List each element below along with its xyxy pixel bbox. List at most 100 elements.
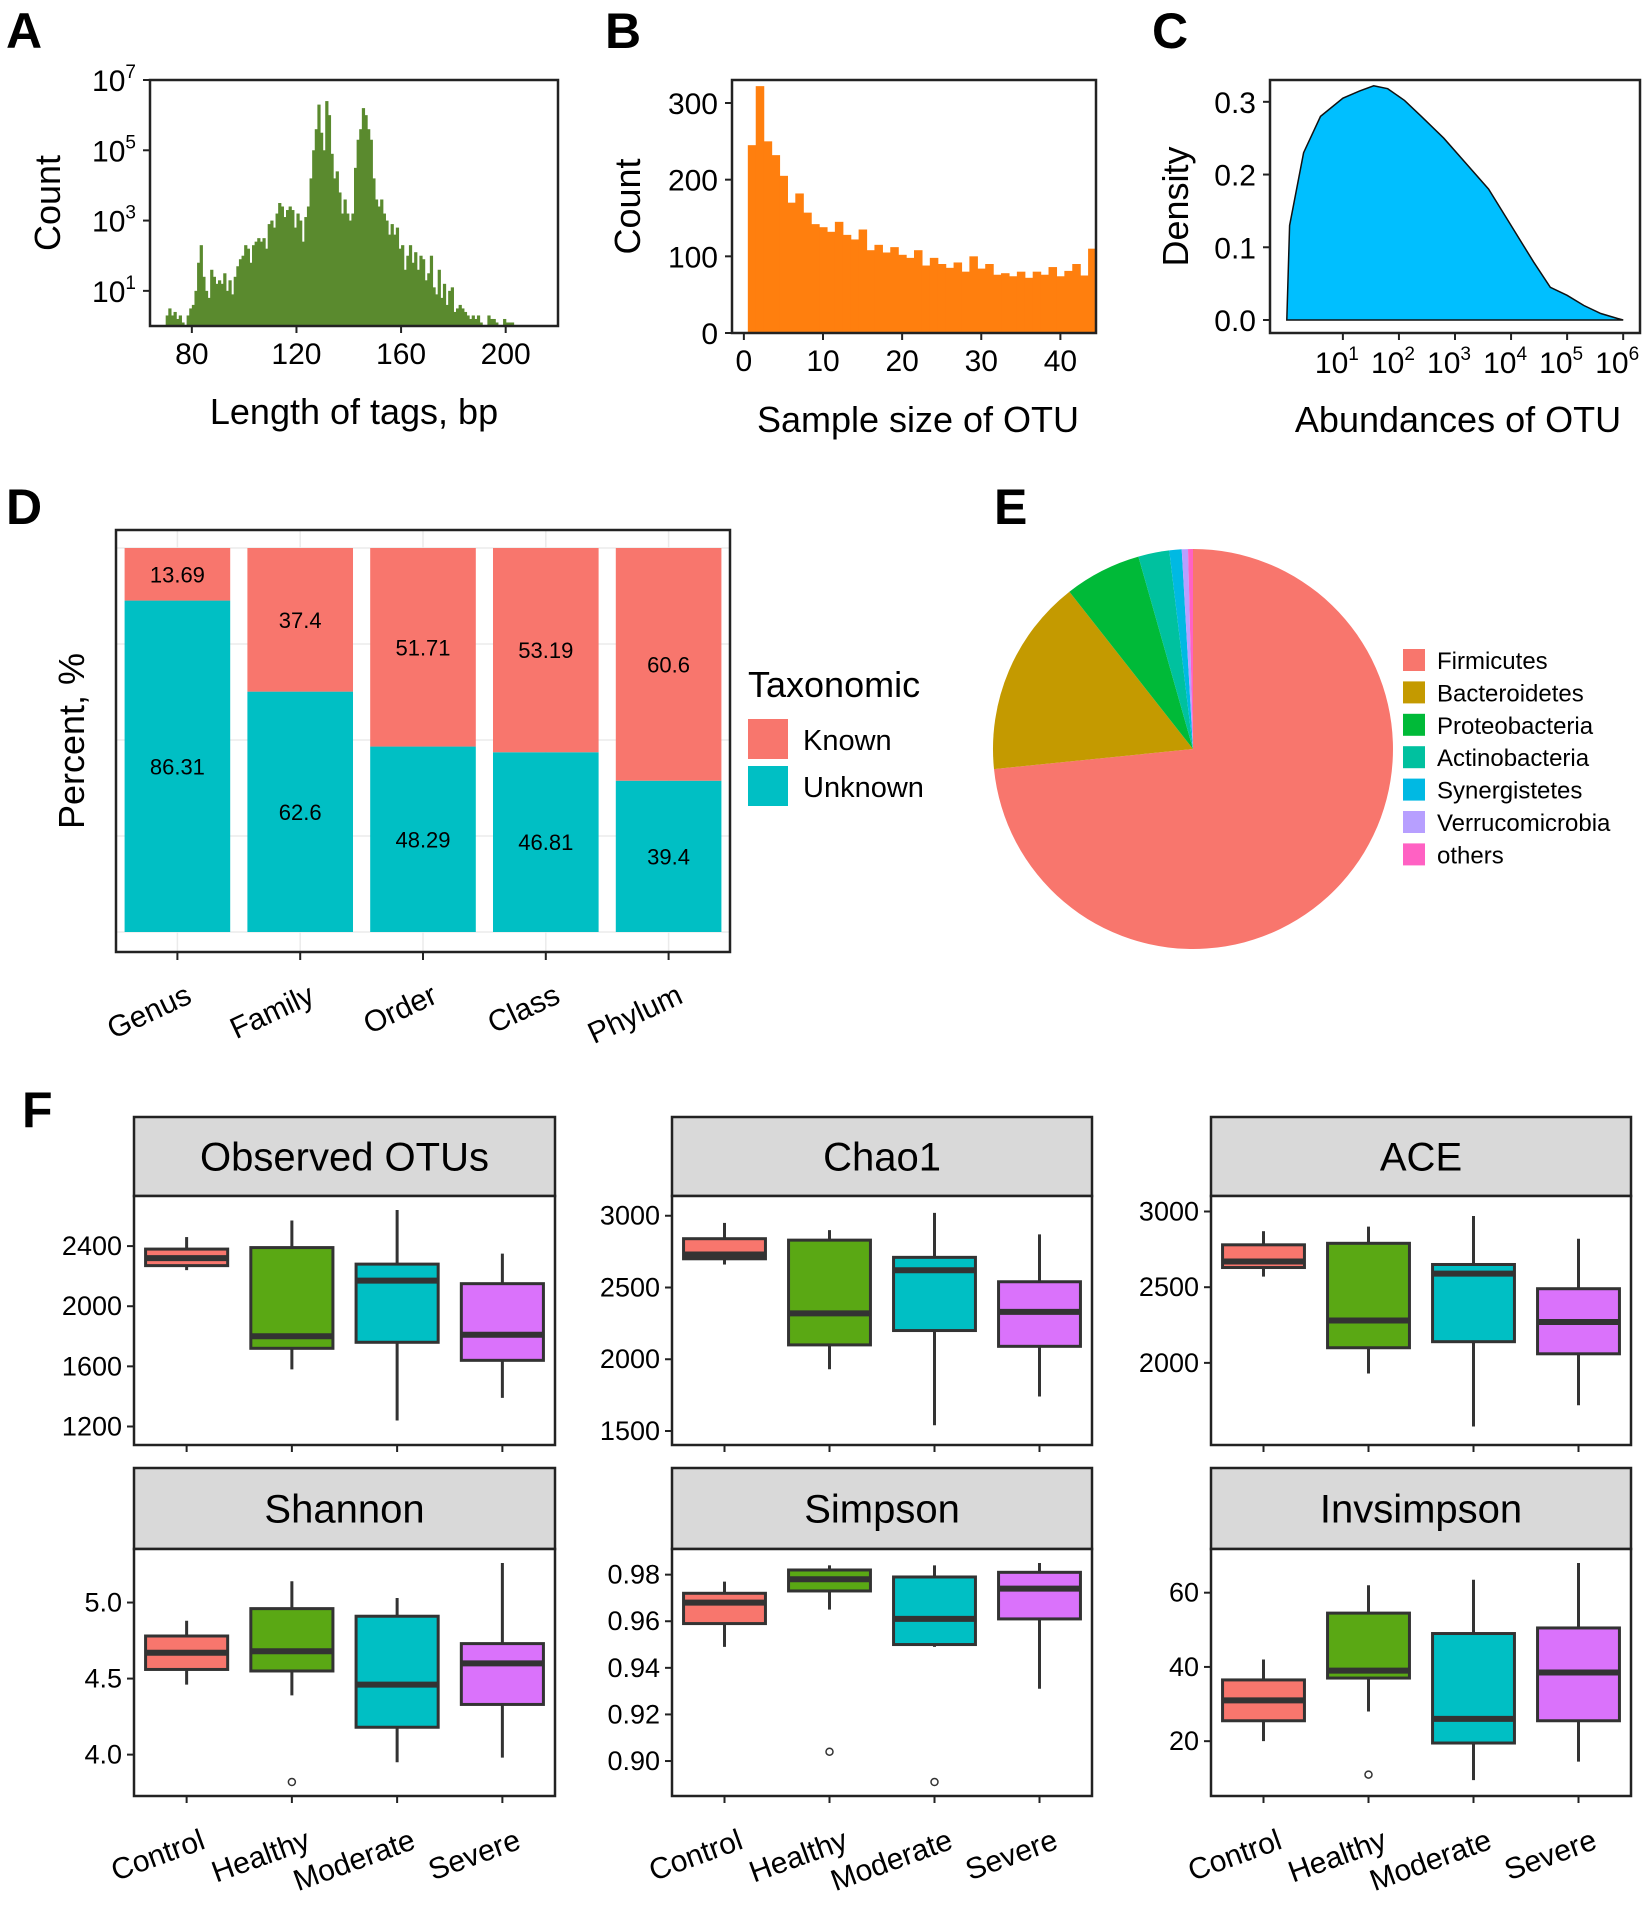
- box-body: [1326, 1241, 1411, 1350]
- x-tick-label: Moderate: [1366, 1824, 1496, 1898]
- histogram-bar: [286, 210, 290, 326]
- y-tick-label: 0.2: [1214, 160, 1256, 193]
- panel-b-label: B: [605, 3, 641, 59]
- histogram-bar: [244, 245, 248, 326]
- y-tick-label: 2400: [62, 1231, 122, 1261]
- x-tick-label: Control: [645, 1824, 747, 1888]
- box-body: [459, 1642, 545, 1706]
- histogram-bar: [826, 231, 836, 333]
- box-body: [354, 1614, 440, 1729]
- histogram-bar: [1088, 248, 1097, 333]
- histogram-bar: [747, 145, 757, 333]
- histogram-bar: [241, 255, 245, 326]
- outlier-point: [930, 1777, 939, 1787]
- box-severe: [997, 1234, 1082, 1397]
- histogram-bar: [178, 315, 182, 326]
- histogram-bar: [312, 150, 316, 326]
- histogram-bar: [173, 311, 177, 326]
- histogram-bar: [937, 264, 947, 333]
- histogram-bar: [393, 234, 397, 326]
- pie-slice: [1169, 549, 1193, 749]
- histogram-bar: [304, 217, 308, 326]
- box-body: [459, 1282, 545, 1362]
- histogram-bar: [479, 322, 483, 326]
- histogram-bar: [411, 262, 415, 326]
- histogram-bar: [291, 210, 295, 326]
- box-body: [249, 1246, 335, 1350]
- histogram-bar: [490, 318, 494, 326]
- histogram-bar: [921, 265, 931, 333]
- histogram-bar: [364, 115, 368, 327]
- box-body: [1431, 1262, 1516, 1344]
- box-healthy: [1326, 1585, 1411, 1779]
- y-tick-label: 0.98: [607, 1560, 660, 1590]
- histogram-bar: [811, 224, 820, 333]
- outlier-point: [1364, 1770, 1373, 1779]
- x-tick-label: Genus: [102, 978, 196, 1045]
- histogram-bar: [787, 202, 796, 333]
- histogram-bar: [945, 267, 955, 333]
- histogram-bar: [395, 227, 400, 326]
- y-tick-label: 200: [668, 165, 718, 198]
- histogram-bar: [1001, 273, 1010, 333]
- histogram-bar: [327, 115, 332, 327]
- histogram-bar: [228, 280, 232, 326]
- legend-label: Synergistetes: [1437, 778, 1582, 805]
- histogram-bar: [427, 273, 431, 326]
- legend-label: Bacteroidetes: [1437, 680, 1584, 707]
- x-tick-label: Class: [483, 978, 565, 1040]
- pie-slice: [1138, 550, 1193, 749]
- histogram-bar: [181, 322, 185, 326]
- histogram-bar: [898, 254, 907, 333]
- pie-slice: [992, 591, 1193, 770]
- chart-f-diversity-boxplots: Observed OTUs 1200 1600 2000 2400 Chao1 1500 20…: [62, 1115, 1633, 1898]
- histogram-bar: [495, 322, 499, 326]
- histogram-bar: [377, 206, 381, 326]
- plot-frame: [114, 528, 732, 954]
- outlier-point: [825, 1747, 834, 1756]
- box-moderate: [1431, 1216, 1516, 1427]
- histogram-bar: [419, 255, 423, 326]
- x-axis-title: Length of tags, bp: [210, 391, 498, 432]
- histogram-bar: [432, 287, 436, 326]
- y-tick-label: 2000: [1139, 1348, 1199, 1378]
- legend-label: Unknown: [803, 772, 924, 804]
- x-tick-label: 30: [965, 345, 998, 378]
- bar-value-label: 37.4: [279, 608, 322, 633]
- box-control: [1221, 1231, 1306, 1277]
- box-moderate: [892, 1212, 977, 1426]
- x-tick-label: 101: [1315, 344, 1359, 380]
- box-moderate: [354, 1597, 440, 1763]
- histogram-bar: [487, 315, 491, 326]
- box-healthy: [787, 1230, 872, 1370]
- histogram-bar: [408, 245, 413, 326]
- histogram-bar: [755, 86, 765, 333]
- histogram-bar: [445, 304, 449, 326]
- panel-a-label: A: [6, 3, 42, 59]
- histogram-bar: [510, 322, 515, 326]
- x-tick-label: Control: [107, 1824, 209, 1888]
- plot-frame: [148, 78, 560, 328]
- histogram-bar: [456, 308, 460, 326]
- y-axis-title: Percent, %: [51, 653, 92, 829]
- histogram-bar: [356, 139, 360, 326]
- histogram-bar: [476, 315, 481, 326]
- histogram-bar: [296, 213, 300, 326]
- x-tick-label: Severe: [1500, 1824, 1601, 1888]
- x-tick-label: 160: [376, 338, 426, 371]
- histogram-bar: [406, 255, 410, 326]
- box-control: [1221, 1659, 1306, 1742]
- y-tick-label: 0.1: [1214, 232, 1256, 265]
- bar-unknown: [492, 752, 599, 932]
- x-tick-label: 10: [806, 345, 839, 378]
- bar-known: [247, 548, 354, 692]
- box-body: [354, 1262, 440, 1344]
- box-body: [682, 1591, 767, 1626]
- histogram-bar: [1048, 267, 1058, 333]
- x-tick-label: Phylum: [583, 978, 688, 1050]
- histogram-bar: [322, 150, 326, 326]
- histogram-bar: [985, 264, 994, 333]
- histogram-bar: [170, 315, 175, 326]
- y-tick-label: 2500: [1139, 1272, 1199, 1302]
